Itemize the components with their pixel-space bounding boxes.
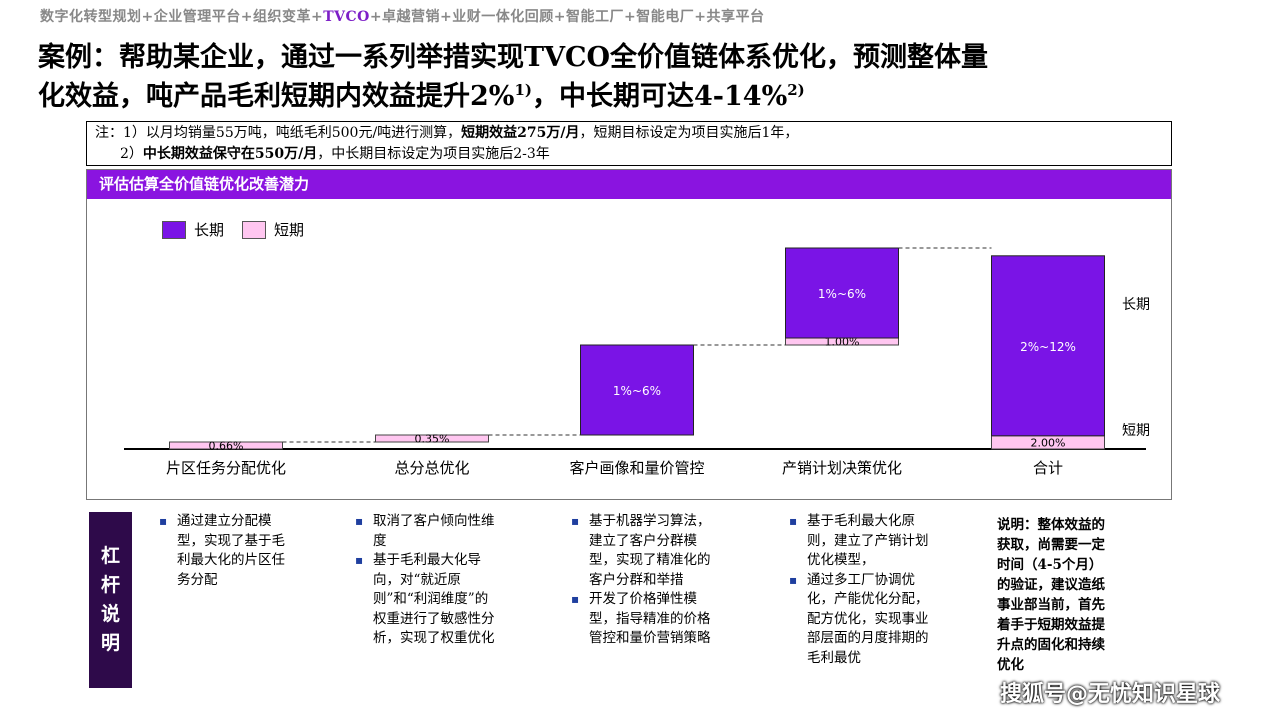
data-label-short-4: 1.00% [825,336,860,349]
lever-bullets-3: 基于机器学习算法，建立了客户分群模型，实现了精准化的客户分群和举措 开发了价格弹… [569,512,711,649]
side-label-short: 短期 [1122,423,1150,439]
nav-before: 数字化转型规划+企业管理平台+组织变革+ [40,9,324,25]
lever-bullets-1: 通过建立分配模型，实现了基于毛利最大化的片区任务分配 [157,512,297,590]
data-label-short-1: 0.66% [209,440,244,453]
data-label-long-4: 1%~6% [818,287,866,301]
nav-after: +卓越营销+业财一体化回顾+智能工厂+智能电厂+共享平台 [369,9,765,25]
note-line-1: 注：1）以月均销量55万吨，吨纸毛利500元/吨进行测算，短期效益275万/月，… [95,125,799,141]
panel-header: 评估估算全价值链优化改善潜力 [87,170,1171,199]
note-line-2: 2）中长期效益保守在550万/月，中长期目标设定为项目实施后2-3年 [120,146,550,162]
bullet-item: 开发了价格弹性模型，指导精准的价格管控和量价营销策略 [569,590,711,649]
category-label-4: 产销计划决策优化 [782,459,902,477]
legend-item-short: 短期 [242,219,304,240]
legend-swatch-short [242,220,267,239]
data-label-short-2: 0.35% [415,433,450,446]
bar-long-5 [991,255,1105,437]
bullet-item: 通过建立分配模型，实现了基于毛利最大化的片区任务分配 [157,512,297,590]
chart-panel: 评估估算全价值链优化改善潜力 [86,169,1172,500]
bar-short-2 [375,434,489,443]
bar-long-3 [580,344,694,436]
side-label-long: 长期 [1122,297,1150,313]
legend-item-long: 长期 [162,219,224,240]
bullet-item: 基于机器学习算法，建立了客户分群模型，实现了精准化的客户分群和举措 [569,512,711,590]
lever-bullets-2: 取消了客户倾向性维度 基于毛利最大化导向，对“就近原则”和“利润维度”的权重进行… [353,512,501,649]
title-line-2: 化效益，吨产品毛利短期内效益提升2%1)，中长期可达4-14%2) [38,81,805,112]
category-label-2: 总分总优化 [394,459,469,477]
page-title: 案例：帮助某企业，通过一系列举措实现TVCO全价值链体系优化，预测整体量 化效益… [38,42,1238,113]
lever-explanation-label: 杠 杆 说 明 [89,512,132,688]
data-label-long-5: 2%~12% [1020,340,1076,354]
top-navigation-breadcrumb: 数字化转型规划+企业管理平台+组织变革+TVCO+卓越营销+业财一体化回顾+智能… [40,6,764,26]
legend-label-long: 长期 [194,221,225,239]
explanation-note: 说明：整体效益的获取，尚需要一定时间（4-5个月）的验证，建议造纸事业部当前，首… [997,517,1105,673]
legend-label-short: 短期 [274,221,305,239]
data-label-long-3: 1%~6% [613,384,661,398]
category-label-1: 片区任务分配优化 [166,459,286,477]
category-label-3: 客户画像和量价管控 [569,459,704,477]
bullet-item: 取消了客户倾向性维度 [353,512,501,551]
bullet-item: 基于毛利最大化原则，建立了产销计划优化模型， [787,512,932,571]
category-label-5: 合计 [1033,459,1063,477]
nav-highlight-tvco: TVCO [323,9,370,25]
bar-short-1 [169,441,283,450]
data-label-short-5: 2.00% [1031,436,1066,449]
bullet-item: 通过多工厂协调优化，产能优化分配，配方优化，实现事业部层面的月度排期的毛利最优 [787,571,932,669]
bar-long-4 [785,247,899,339]
legend-swatch-long [162,220,186,239]
footnote-box: 注：1）以月均销量55万吨，吨纸毛利500元/吨进行测算，短期效益275万/月，… [86,121,1172,166]
watermark: 搜狐号@无忧知识星球 [1000,682,1221,707]
bullet-item: 基于毛利最大化导向，对“就近原则”和“利润维度”的权重进行了敏感性分析，实现了权… [353,551,501,649]
chart-legend: 长期 短期 [162,219,322,240]
lever-bullets-4: 基于毛利最大化原则，建立了产销计划优化模型， 通过多工厂协调优化，产能优化分配，… [787,512,932,668]
title-line-1: 案例：帮助某企业，通过一系列举措实现TVCO全价值链体系优化，预测整体量 [38,42,989,73]
